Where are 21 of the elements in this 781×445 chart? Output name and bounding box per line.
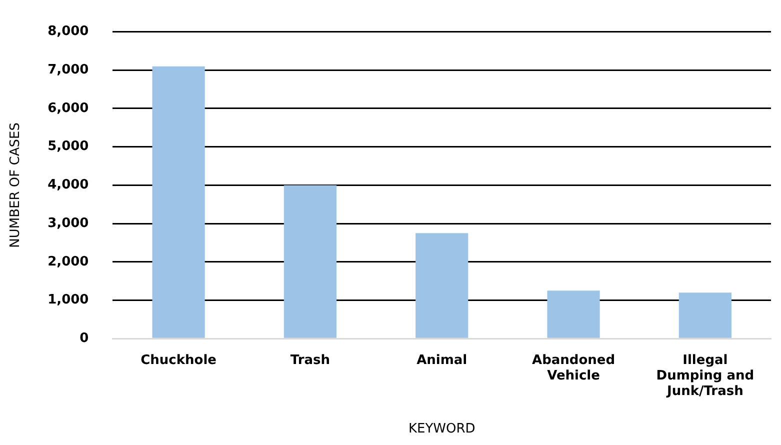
y-tick-label: 5,000 [48, 139, 89, 154]
x-tick-label: Animal [416, 352, 468, 368]
y-axis-title: NUMBER OF CASES [8, 122, 24, 248]
x-tick-label: Trash [290, 352, 330, 368]
bar [284, 185, 337, 338]
y-tick-label: 0 [80, 330, 89, 346]
x-tick-label: Abandoned Vehicle [532, 352, 616, 384]
y-tick-label: 3,000 [48, 216, 89, 231]
x-axis-title: KEYWORD [408, 422, 476, 437]
y-tick-label: 8,000 [48, 24, 89, 40]
y-tick-label: 1,000 [48, 292, 89, 308]
bar [678, 292, 732, 338]
bar [152, 66, 205, 338]
x-tick-label: Chuckhole [140, 352, 217, 368]
y-tick-label: 2,000 [48, 254, 89, 270]
bar [547, 290, 600, 338]
y-tick-label: 7,000 [48, 62, 89, 78]
x-tick-label: Illegal Dumping and Junk/Trash [656, 352, 754, 399]
bar [416, 233, 468, 338]
y-tick-label: 4,000 [48, 178, 89, 193]
y-tick-label: 6,000 [48, 100, 89, 116]
